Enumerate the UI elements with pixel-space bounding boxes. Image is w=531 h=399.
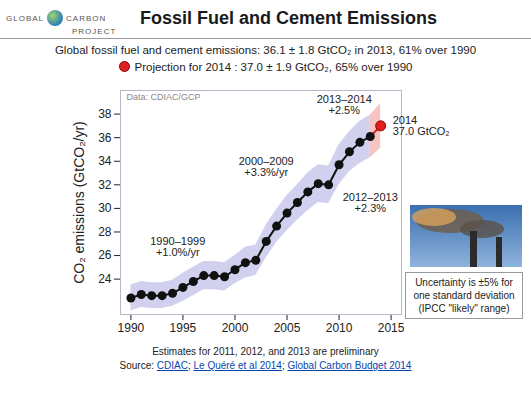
svg-text:34: 34 — [98, 154, 112, 168]
svg-text:2010: 2010 — [326, 321, 353, 335]
svg-text:30: 30 — [98, 201, 112, 215]
svg-text:24: 24 — [98, 272, 112, 286]
html-text:CARBON: CARBON — [66, 14, 107, 23]
html-text:Estimates for 2011, 2012, and: Estimates for 2011, 2012, and 2013 are p… — [152, 346, 379, 357]
svg-text:1990: 1990 — [118, 321, 145, 335]
svg-text:201437.0 GtCO₂: 201437.0 GtCO₂ — [393, 114, 450, 137]
svg-text:1990–1999+1.0%/yr: 1990–1999+1.0%/yr — [150, 235, 205, 258]
svg-text:2015: 2015 — [378, 321, 405, 335]
html-text:PROJECT: PROJECT — [72, 27, 117, 36]
svg-text:CO₂ emissions (GtCO₂/yr): CO₂ emissions (GtCO₂/yr) — [71, 121, 87, 284]
svg-text:32: 32 — [98, 178, 112, 192]
html-text:Global fossil fuel and cement: Global fossil fuel and cement emissions:… — [54, 44, 477, 56]
svg-text:2000–2009+3.3%/yr: 2000–2009+3.3%/yr — [239, 155, 294, 178]
svg-text:26: 26 — [98, 248, 112, 262]
svg-text:Data: CDIAC/GCP: Data: CDIAC/GCP — [127, 92, 201, 102]
svg-text:38: 38 — [98, 107, 112, 121]
html-text:GLOBAL: GLOBAL — [6, 14, 44, 23]
html-text:Fossil Fuel and Cement Emissio: Fossil Fuel and Cement Emissions — [140, 8, 438, 28]
html-text:Projection for 2014 : 37.0 ± 1: Projection for 2014 : 37.0 ± 1.9 GtCO₂, … — [134, 61, 413, 73]
svg-text:2005: 2005 — [274, 321, 301, 335]
svg-text:1995: 1995 — [170, 321, 197, 335]
html-text:Uncertainty is ±5% for one sta: Uncertainty is ±5% for one standard devi… — [413, 277, 515, 314]
svg-text:2013–2014+2.5%: 2013–2014+2.5% — [317, 93, 372, 116]
svg-text:36: 36 — [98, 130, 112, 144]
svg-text:2000: 2000 — [222, 321, 249, 335]
html-text:Source: CDIAC; Le Quéré et al: Source: CDIAC; Le Quéré et al 2014; Glob… — [119, 360, 412, 371]
svg-text:28: 28 — [98, 225, 112, 239]
svg-text:2012–2013+2.3%: 2012–2013+2.3% — [343, 191, 398, 214]
